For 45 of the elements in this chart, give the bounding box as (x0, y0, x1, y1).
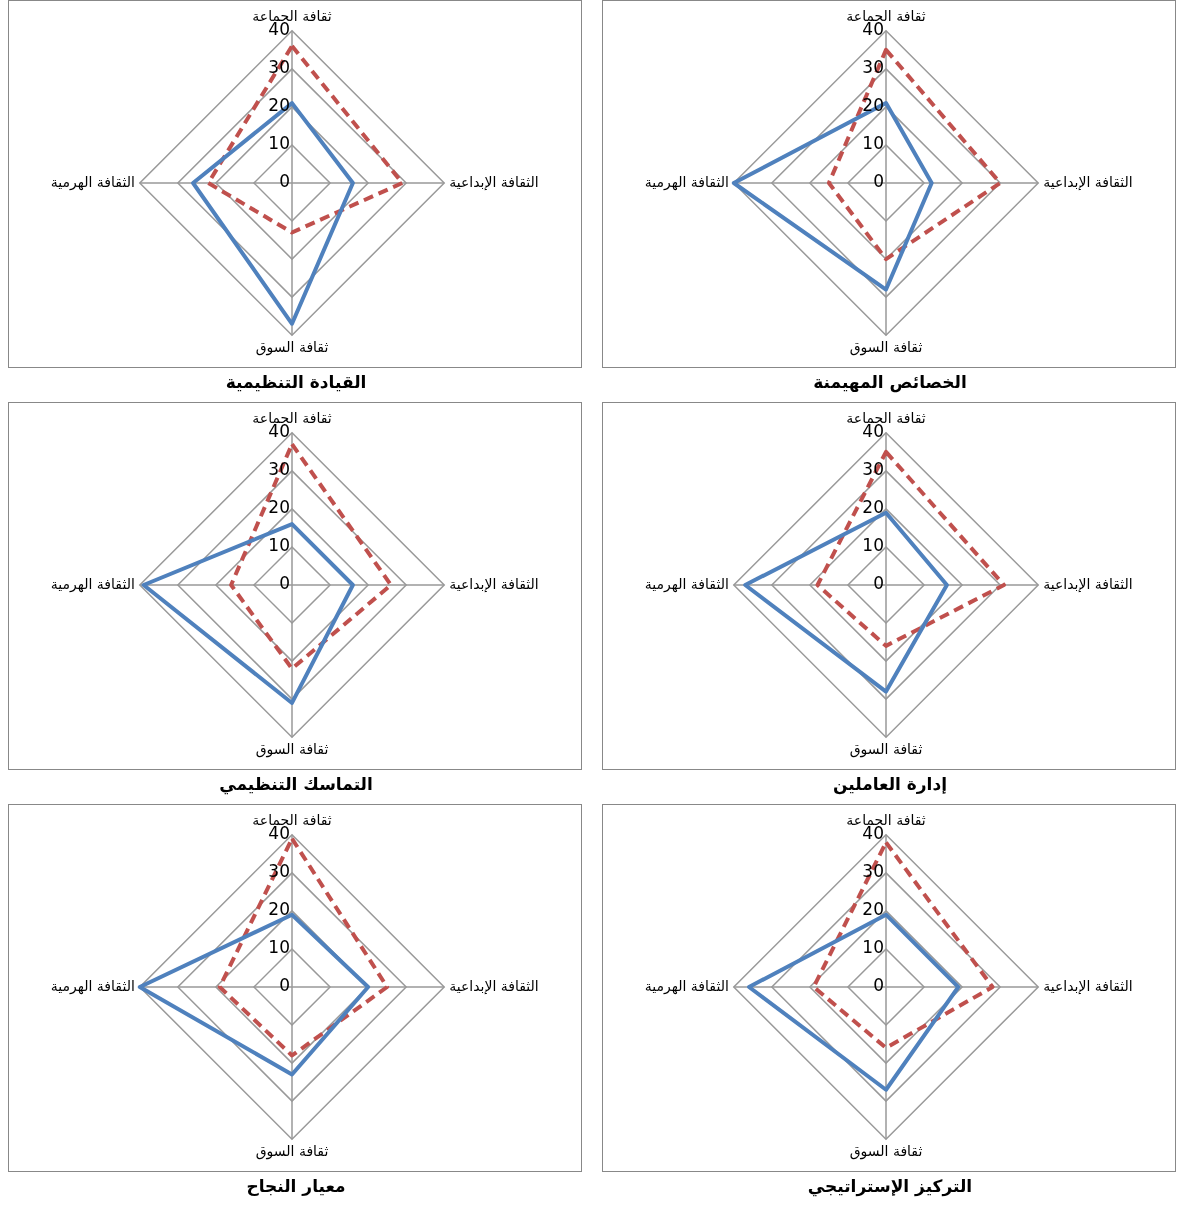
spoke-label: الثقافة الهرمية (644, 575, 729, 593)
spoke-label: الثقافة الهرمية (644, 977, 729, 995)
y-tick-label: 0 (279, 975, 290, 996)
y-tick-label: 20 (268, 95, 290, 116)
spoke-label: الثقافة الهرمية (644, 173, 729, 191)
spoke-label: ثقافة السوق (255, 741, 329, 759)
y-tick-label: 0 (279, 171, 290, 192)
spoke-label: الثقافة الهرمية (50, 173, 135, 191)
y-tick-label: 30 (268, 459, 290, 480)
spoke-label: الثقافة الإبداعية (1043, 575, 1133, 593)
spoke-label: الثقافة الإبداعية (1043, 977, 1133, 995)
y-tick-label: 0 (873, 171, 884, 192)
spoke-label: ثقافة السوق (849, 1143, 923, 1161)
spoke-label: ثقافة السوق (849, 339, 923, 357)
y-tick-label: 20 (862, 497, 884, 518)
y-tick-label: 0 (873, 975, 884, 996)
spoke-label: ثقافة السوق (255, 1143, 329, 1161)
spoke-label: الثقافة الإبداعية (449, 575, 539, 593)
spoke-label: الثقافة الإبداعية (449, 173, 539, 191)
text: التركيز الإستراتيجي (806, 1176, 974, 1196)
y-tick-label: 20 (268, 497, 290, 518)
spoke-label: الثقافة الهرمية (50, 575, 135, 593)
y-tick-label: 30 (268, 57, 290, 78)
y-tick-label: 10 (268, 133, 290, 154)
text: معيار النجاح (245, 1176, 347, 1196)
spoke-label: ثقافة السوق (255, 339, 329, 357)
y-tick-label: 20 (268, 899, 290, 920)
spoke-label: الثقافة الإبداعية (449, 977, 539, 995)
y-tick-label: 10 (862, 133, 884, 154)
y-tick-label: 30 (862, 861, 884, 882)
text: الخصائص المهيمنة (812, 372, 968, 392)
text: التماسك التنظيمي (218, 774, 374, 794)
text: القيادة التنظيمية (224, 372, 368, 392)
y-tick-label: 10 (268, 535, 290, 556)
spoke-label: ثقافة السوق (849, 741, 923, 759)
text: إدارة العاملين (832, 774, 948, 794)
y-tick-label: 0 (873, 573, 884, 594)
y-tick-label: 20 (862, 899, 884, 920)
y-tick-label: 0 (279, 573, 290, 594)
y-tick-label: 10 (862, 535, 884, 556)
y-tick-label: 10 (268, 937, 290, 958)
spoke-label: الثقافة الهرمية (50, 977, 135, 995)
spoke-label: الثقافة الإبداعية (1043, 173, 1133, 191)
y-tick-label: 10 (862, 937, 884, 958)
y-tick-label: 30 (268, 861, 290, 882)
